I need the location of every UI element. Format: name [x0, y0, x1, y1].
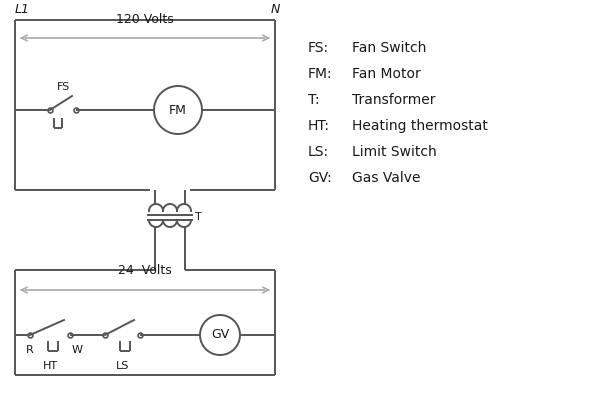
Text: GV: GV [211, 328, 229, 342]
Text: R: R [26, 345, 34, 355]
Text: 24  Volts: 24 Volts [118, 264, 172, 277]
Text: Limit Switch: Limit Switch [352, 145, 437, 159]
Text: FM:: FM: [308, 67, 333, 81]
Text: HT: HT [42, 361, 58, 371]
Text: 120 Volts: 120 Volts [116, 13, 174, 26]
Text: L1: L1 [15, 3, 30, 16]
Text: T: T [195, 212, 202, 222]
Text: GV:: GV: [308, 171, 332, 185]
Text: FS: FS [57, 82, 70, 92]
Text: FM: FM [169, 104, 187, 116]
Text: FS:: FS: [308, 41, 329, 55]
Text: LS: LS [116, 361, 129, 371]
Text: Fan Switch: Fan Switch [352, 41, 427, 55]
Text: Transformer: Transformer [352, 93, 435, 107]
Text: Heating thermostat: Heating thermostat [352, 119, 488, 133]
Text: HT:: HT: [308, 119, 330, 133]
Text: Fan Motor: Fan Motor [352, 67, 421, 81]
Text: T:: T: [308, 93, 320, 107]
Text: Gas Valve: Gas Valve [352, 171, 421, 185]
Text: N: N [270, 3, 280, 16]
Text: LS:: LS: [308, 145, 329, 159]
Text: W: W [72, 345, 83, 355]
